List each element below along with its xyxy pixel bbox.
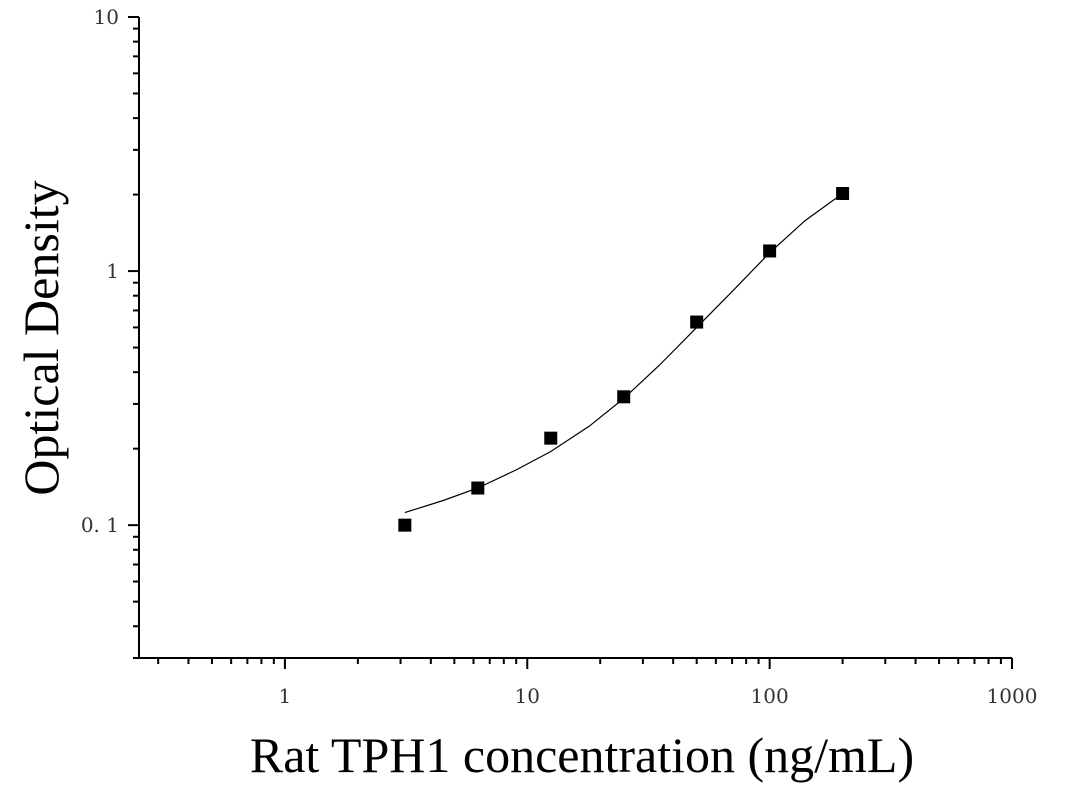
axes: [138, 17, 1012, 659]
x-tick-label: 100: [751, 684, 789, 708]
x-axis-title: Rat TPH1 concentration (ng/mL): [250, 727, 914, 783]
tick-marks: [128, 16, 1013, 669]
y-tick-label: 1: [106, 259, 119, 283]
tick-labels: 1 10 100 1000 0. 1 1 10: [81, 5, 1038, 708]
data-point: [544, 431, 558, 445]
x-tick-label: 1000: [987, 684, 1038, 708]
x-tick-label: 10: [515, 684, 540, 708]
y-tick-label: 0. 1: [81, 513, 119, 537]
y-tick-label: 10: [94, 5, 119, 29]
data-points: [398, 186, 850, 532]
data-point: [398, 518, 412, 532]
fit-curve: [404, 193, 843, 514]
x-tick-label: 1: [279, 684, 292, 708]
data-point: [471, 481, 485, 495]
data-point: [836, 186, 850, 200]
data-point: [690, 315, 704, 329]
data-point: [763, 244, 777, 258]
y-axis-title: Optical Density: [13, 180, 69, 495]
fit-curve-layer: [404, 193, 843, 514]
data-point: [617, 390, 631, 404]
